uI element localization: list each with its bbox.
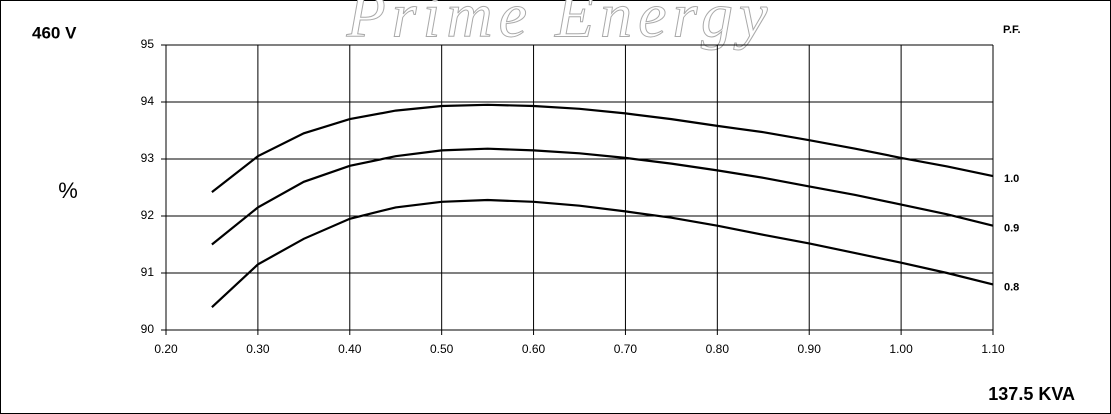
legend-title: P.F. [1003, 24, 1021, 36]
x-tick-label: 1.10 [981, 342, 1005, 356]
legend-label: 0.9 [1004, 223, 1019, 235]
y-tick-label: 93 [141, 151, 155, 165]
x-tick-label: 0.70 [614, 342, 638, 356]
y-tick-label: 90 [141, 322, 155, 336]
x-tick-label: 0.40 [338, 342, 362, 356]
line [211, 147, 994, 246]
x-axis-label: 137.5 KVA [988, 384, 1075, 404]
y-tick-label: 94 [141, 94, 155, 108]
x-tick-label: 0.20 [154, 342, 178, 356]
legend-label: 0.8 [1004, 281, 1019, 293]
chart-title: 460 V [32, 23, 77, 42]
x-tick-label: 0.30 [246, 342, 270, 356]
line [211, 198, 994, 309]
x-tick-label: 0.50 [430, 342, 454, 356]
x-tick-label: 0.90 [798, 342, 822, 356]
y-tick-label: 92 [141, 208, 155, 222]
x-tick-label: 0.60 [522, 342, 546, 356]
y-tick-label: 95 [141, 37, 155, 51]
y-axis-label: % [58, 178, 78, 203]
line [211, 103, 994, 193]
y-tick-label: 91 [141, 265, 155, 279]
x-tick-label: 0.80 [706, 342, 730, 356]
x-tick-label: 1.00 [889, 342, 913, 356]
legend-label: 1.0 [1004, 173, 1019, 185]
watermark: Prime Energy [346, 0, 774, 51]
